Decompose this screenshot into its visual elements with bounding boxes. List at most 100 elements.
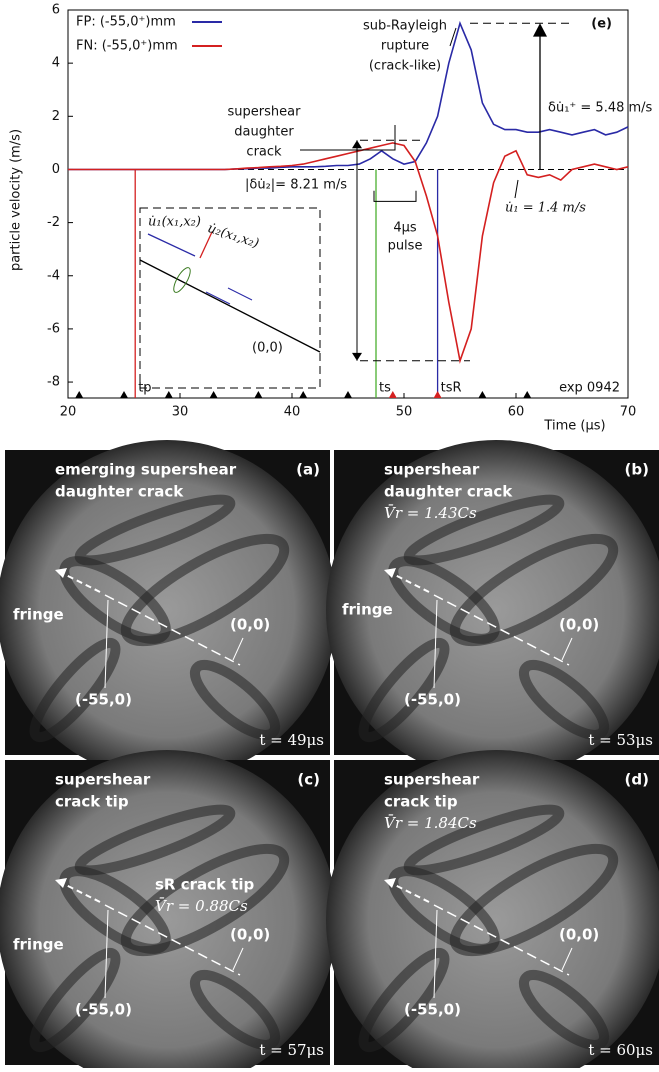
pointer [300, 125, 396, 151]
fringe-band [29, 947, 121, 1053]
event-label: ts [379, 381, 391, 396]
inset-arrow [205, 291, 231, 305]
x-tick-label: 70 [620, 405, 637, 420]
fringe-band [518, 970, 610, 1050]
origin-label: (0,0) [230, 926, 270, 944]
annotation: 4μs [393, 221, 417, 236]
photo-panel: (b) supershear daughter crack V̄r = 1.43Cs f… [326, 440, 659, 780]
annotation: daughter [234, 125, 294, 140]
x-tick-label: 40 [284, 405, 301, 420]
y-axis-label: particle velocity (m/s) [9, 129, 24, 271]
frame-marker [120, 391, 128, 398]
fringe-band [189, 970, 281, 1050]
annotation: δu̇₁⁺ = 5.48 m/s [548, 101, 653, 116]
legend-label: FN: (-55,0⁺)mm [76, 39, 178, 54]
panel-label: (e) [591, 17, 612, 32]
frame-marker [75, 391, 84, 398]
annotation: u̇₁ = 1.4 m/s [505, 201, 586, 216]
inset-arrow [227, 287, 253, 301]
time-label: t = 60μs [588, 1041, 653, 1059]
point-label: (-55,0) [75, 1001, 132, 1019]
caption: crack tip [55, 793, 129, 811]
pointer [449, 27, 457, 47]
arrow [59, 881, 101, 903]
y-tick-label: -4 [47, 268, 60, 283]
annotation: |δu̇₂|= 8.21 m/s [245, 178, 347, 193]
caption: sR crack tip [155, 876, 255, 894]
fringe-band [449, 533, 619, 647]
inset-arrow [199, 231, 213, 259]
y-tick-label: 4 [52, 56, 60, 71]
pointer [561, 637, 573, 661]
pointer [104, 909, 109, 999]
arrowhead [384, 878, 396, 888]
annotation: sub-Rayleigh [363, 19, 447, 34]
frame-marker [433, 391, 442, 398]
photo-panel: (d) supershear crack tip V̄r = 1.84Cs (-55,0… [326, 750, 659, 1072]
inset-frame [139, 207, 321, 389]
y-tick-label: 2 [52, 109, 60, 124]
annotation: crack [246, 145, 282, 160]
pulse-bracket [373, 190, 417, 202]
point-label: (-55,0) [404, 1001, 461, 1019]
inset-label: u̇₂(x₁,x₂) [206, 221, 261, 252]
inset-label: (0,0) [252, 341, 283, 356]
x-tick-label: 60 [508, 405, 525, 420]
pointer [561, 947, 573, 971]
photo-panel: (a) emerging supershear daughter crack frin… [0, 440, 337, 780]
inset-lobe [173, 267, 191, 293]
annotation: (crack-like) [369, 59, 441, 74]
y-tick-label: 0 [52, 162, 60, 177]
inset-label: u̇₁(x₁,x₂) [148, 215, 201, 230]
panel-label: (d) [625, 771, 649, 789]
arrow [388, 881, 430, 903]
legend-label: FP: (-55,0⁺)mm [76, 15, 176, 30]
pointer [104, 599, 109, 689]
fringe-band [403, 494, 565, 566]
x-tick-label: 20 [60, 405, 77, 420]
panel-label: (b) [625, 461, 649, 479]
fringe-band [449, 843, 619, 957]
caption: emerging supershear [55, 461, 237, 479]
point-label: (-55,0) [75, 691, 132, 709]
pointer [232, 637, 244, 661]
crack-path [433, 904, 570, 976]
fringe-band [403, 804, 565, 876]
caption: supershear [384, 771, 480, 789]
caption: V̄r = 1.43Cs [384, 504, 477, 522]
pointer [232, 947, 244, 971]
arrow [388, 571, 430, 593]
origin-label: (0,0) [559, 926, 599, 944]
y-tick-label: 6 [52, 3, 60, 18]
fringe-band [120, 533, 290, 647]
crack-path [433, 594, 570, 666]
event-label: tsR [441, 381, 462, 396]
caption: daughter crack [55, 483, 184, 501]
arrowhead [384, 568, 396, 578]
frame-marker [299, 391, 308, 398]
caption: daughter crack [384, 483, 513, 501]
fringe-band [74, 804, 236, 876]
frame-marker [388, 391, 397, 398]
caption: supershear [384, 461, 480, 479]
x-tick-label: 30 [172, 405, 189, 420]
frame-marker [523, 391, 532, 398]
arrowhead [352, 140, 362, 149]
time-label: t = 49μs [259, 731, 324, 749]
point-label: (-55,0) [404, 691, 461, 709]
pointer [433, 909, 438, 999]
caption: crack tip [384, 793, 458, 811]
arrowhead [55, 878, 67, 888]
origin-label: (0,0) [230, 616, 270, 634]
fringe-band [518, 660, 610, 740]
crack-path [104, 904, 241, 976]
annotation: supershear [228, 105, 302, 120]
fringe-band [120, 843, 290, 957]
photo-disc [0, 750, 337, 1072]
inset-arrow [147, 233, 196, 257]
pointer [433, 599, 438, 689]
panel-label: (c) [297, 771, 320, 789]
frame-marker [478, 391, 487, 398]
caption: V̄r = 1.84Cs [384, 814, 477, 832]
